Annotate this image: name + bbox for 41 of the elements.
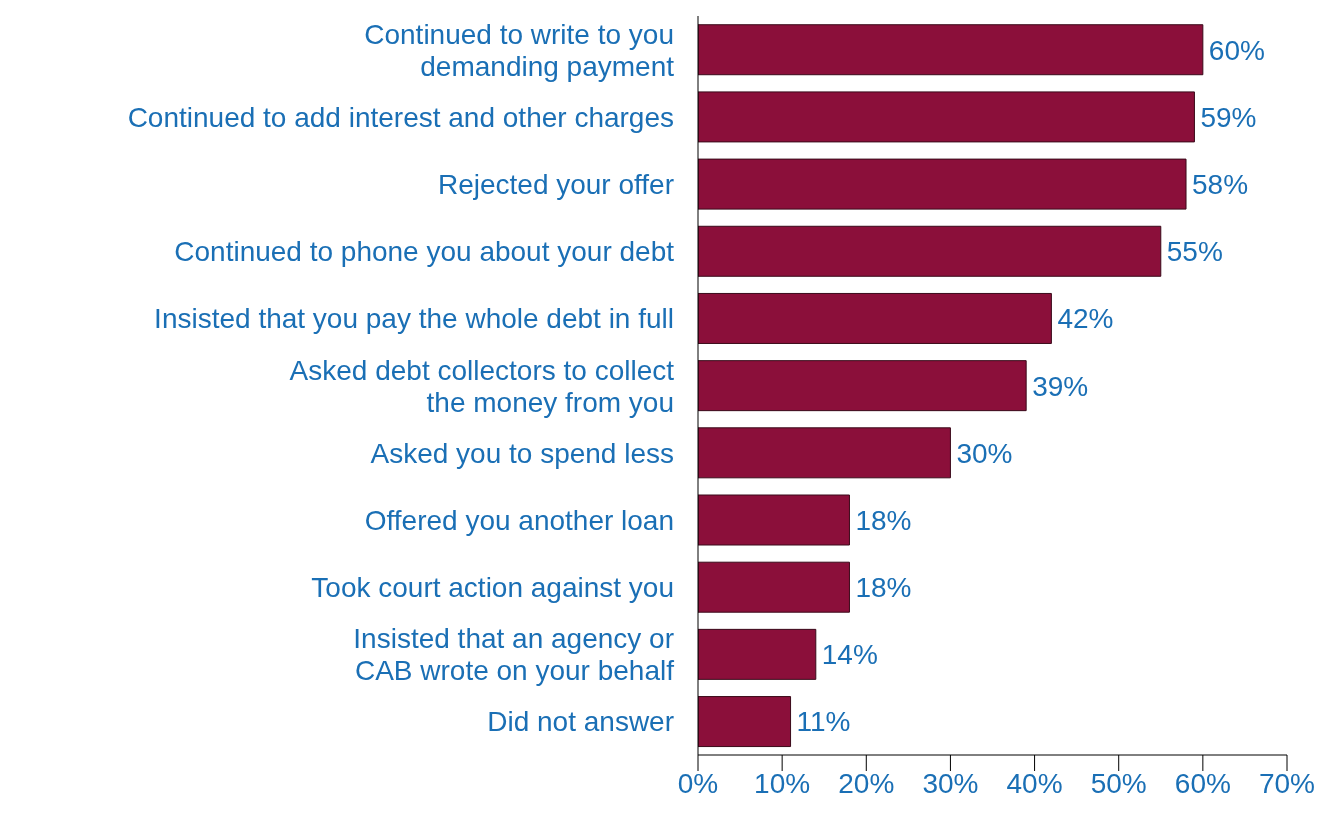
x-tick-label: 50%: [1090, 767, 1147, 799]
data-label: 14%: [821, 639, 878, 671]
x-tick-label: 30%: [922, 767, 979, 799]
x-tick-label: 70%: [1258, 767, 1316, 799]
x-tick-label: 40%: [1006, 767, 1063, 799]
y-tick-label: Continued to add interest and other charges: [127, 101, 674, 133]
x-tick-label: 10%: [754, 767, 811, 799]
x-tick-label: 60%: [1174, 767, 1231, 799]
y-tick-label: Asked debt collectors to collect the money from you: [289, 354, 675, 417]
bar: [698, 225, 1162, 277]
bar: [698, 158, 1187, 210]
data-label: 59%: [1200, 101, 1257, 133]
bar: [698, 628, 817, 680]
y-tick-label: Insisted that you pay the whole debt in full: [154, 302, 674, 334]
y-tick-label: Did not answer: [487, 705, 674, 737]
data-label: 30%: [956, 437, 1013, 469]
bar: [698, 561, 850, 613]
data-label: 42%: [1057, 303, 1114, 335]
y-tick-label: Insisted that an agency or CAB wrote on your behalf: [353, 622, 675, 686]
bar: [698, 24, 1204, 76]
data-label: 18%: [855, 504, 912, 536]
data-label: 18%: [855, 572, 912, 604]
data-label: 55%: [1166, 236, 1223, 268]
y-tick-label: Offered you another loan: [364, 504, 674, 536]
x-tick-label: 20%: [838, 767, 895, 799]
y-tick-label: Continued to phone you about your debt: [174, 235, 675, 267]
x-tick-label: 0%: [677, 767, 719, 799]
bar: [698, 427, 951, 479]
bar: [698, 91, 1195, 143]
data-label: 60%: [1208, 34, 1265, 66]
data-label: 58%: [1192, 169, 1249, 201]
y-tick-label: Rejected your offer: [437, 168, 674, 200]
bar: [698, 696, 792, 748]
bar: [698, 360, 1027, 412]
y-tick-label: Continued to write to you demanding payment: [364, 18, 675, 82]
bar: [698, 494, 850, 546]
y-tick-label: Asked you to spend less: [370, 437, 674, 469]
data-label: 11%: [796, 706, 851, 738]
bar: [698, 292, 1052, 344]
data-label: 39%: [1032, 370, 1089, 402]
y-tick-label: Took court action against you: [311, 571, 674, 603]
